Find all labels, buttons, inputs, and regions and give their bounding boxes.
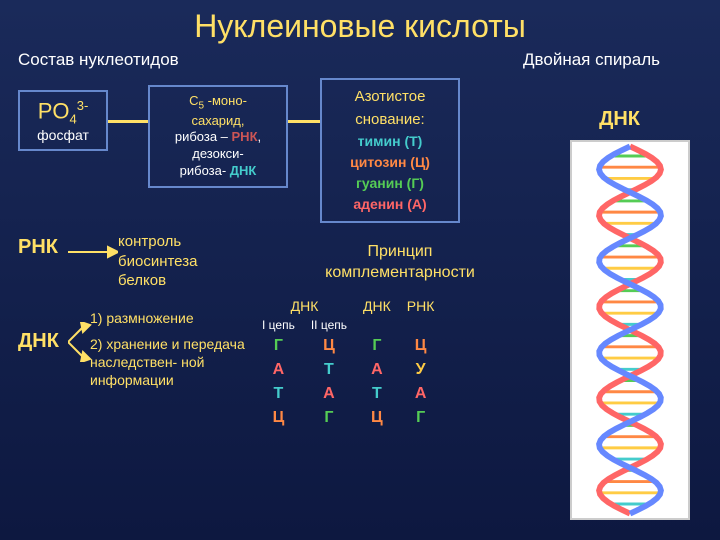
table-row: ТАТА	[254, 382, 442, 406]
base-thymine: тимин (Т)	[332, 131, 448, 152]
sugar-line3: рибоза – РНК,	[160, 129, 276, 146]
dna-function-2: 2) хранение и передача наследствен- ной …	[90, 335, 270, 390]
connector-2	[288, 120, 320, 123]
rna-label: РНК	[18, 236, 58, 259]
connector-1	[108, 120, 148, 123]
phosphate-formula: PO43-	[30, 98, 96, 127]
dna-label-right: ДНК	[599, 108, 640, 131]
rna-function: контроль биосинтеза белков	[118, 232, 197, 291]
table-row: АТАУ	[254, 358, 442, 382]
table-subheader-row: I цепь II цепь	[254, 316, 442, 334]
main-title: Нуклеиновые кислоты	[0, 0, 720, 45]
subtitle-composition: Состав нуклеотидов	[18, 50, 179, 70]
base-title-1: Азотистое	[332, 86, 448, 109]
base-adenine: аденин (А)	[332, 194, 448, 215]
dna-helix-diagram	[570, 140, 690, 520]
base-guanine: гуанин (Г)	[332, 173, 448, 194]
sugar-line2: сахарид,	[160, 113, 276, 130]
table-row: ГЦГЦ	[254, 334, 442, 358]
dna-function-1: 1) размножение	[90, 310, 194, 326]
complementarity-title: Принцип комплементарности	[300, 242, 500, 284]
table-row: ЦГЦГ	[254, 406, 442, 430]
base-cytosine: цитозин (Ц)	[332, 152, 448, 173]
sugar-line5: рибоза- ДНК	[160, 163, 276, 180]
table-header-row: ДНК ДНК РНК	[254, 296, 442, 316]
rna-arrow-icon	[68, 242, 118, 262]
phosphate-label: фосфат	[30, 127, 96, 143]
phosphate-box: PO43- фосфат	[18, 90, 108, 151]
base-title-2: снование:	[332, 109, 448, 132]
complementarity-table: ДНК ДНК РНК I цепь II цепь ГЦГЦАТАУТАТАЦ…	[254, 296, 442, 430]
sugar-box: С5 -моно- сахарид, рибоза – РНК, дезокси…	[148, 85, 288, 188]
subtitle-helix: Двойная спираль	[523, 50, 660, 70]
base-box: Азотистое снование: тимин (Т) цитозин (Ц…	[320, 78, 460, 223]
dna-label-left: ДНК	[18, 330, 59, 353]
sugar-line4: дезокси-	[160, 146, 276, 163]
sugar-line1: С5 -моно-	[160, 93, 276, 113]
